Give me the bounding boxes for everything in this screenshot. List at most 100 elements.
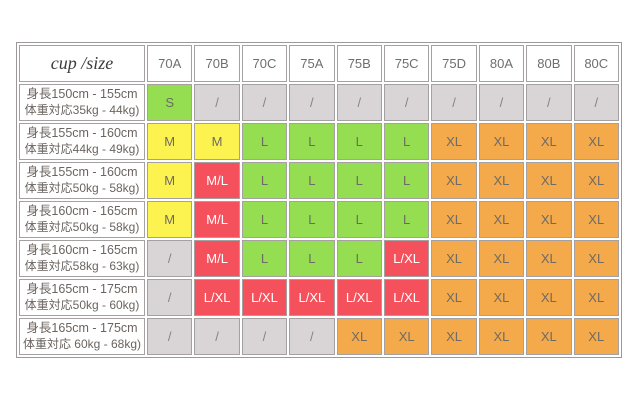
size-cell: L [289, 240, 335, 277]
row-label: 身長160cm - 165cm 体重対応50kg - 58kg) [19, 201, 145, 238]
size-cell: M [147, 201, 193, 238]
size-cell: / [241, 84, 288, 121]
row-label-weight: 体重対応50kg - 60kg) [24, 297, 140, 312]
corner-header: cup /size [19, 45, 145, 82]
size-cell: S [147, 84, 193, 121]
size-cell: L [336, 123, 382, 160]
row-label-weight: 体重対応50kg - 58kg) [24, 180, 140, 195]
size-cell: / [289, 84, 335, 121]
size-cell: M/L [194, 240, 240, 277]
size-cell: / [573, 84, 619, 121]
row-label-weight: 体重対応44kg - 49kg) [24, 141, 140, 156]
size-cell: M/L [194, 162, 240, 199]
column-header: 75D [431, 45, 477, 82]
size-cell: M [194, 123, 240, 160]
row-label: 身長165cm - 175cm 体重対応50kg - 60kg) [19, 279, 145, 316]
size-cell: XL [526, 201, 572, 238]
size-cell: XL [478, 123, 525, 160]
table-row: 身長160cm - 165cm 体重対応50kg - 58kg) M M/L L L L L X… [19, 201, 619, 238]
size-cell: / [147, 279, 193, 316]
size-cell: XL [526, 279, 572, 316]
size-cell: XL [526, 162, 572, 199]
size-cell: XL [431, 279, 477, 316]
size-cell: / [194, 84, 240, 121]
size-cell: XL [573, 318, 619, 355]
size-cell: M [147, 123, 193, 160]
size-cell: L [289, 123, 335, 160]
row-label-height: 身長160cm - 165cm [26, 243, 138, 258]
table-body: 身長150cm - 155cm 体重対応35kg - 44kg) S / / / / / / / /… [19, 84, 619, 355]
size-cell: L/XL [289, 279, 335, 316]
column-header: 80C [573, 45, 619, 82]
row-label: 身長150cm - 155cm 体重対応35kg - 44kg) [19, 84, 145, 121]
size-cell: L/XL [383, 279, 430, 316]
row-label-weight: 体重対応50kg - 58kg) [24, 219, 140, 234]
size-cell: / [147, 240, 193, 277]
size-cell: / [147, 318, 193, 355]
table-row: 身長160cm - 165cm 体重対応58kg - 63kg) / M/L L L L L/… [19, 240, 619, 277]
row-label: 身長155cm - 160cm 体重対応50kg - 58kg) [19, 162, 145, 199]
row-label-height: 身長155cm - 160cm [26, 126, 138, 141]
size-cell: / [478, 84, 525, 121]
row-label-weight: 体重対応 60kg - 68kg) [22, 336, 142, 351]
size-cell: / [289, 318, 335, 355]
size-cell: / [526, 84, 572, 121]
size-chart-table: cup /size 70A 70B 70C 75A 75B 75C 75D 80A 80B 80C… [16, 42, 622, 358]
size-cell: L [383, 201, 430, 238]
size-cell: L [336, 162, 382, 199]
table-row: 身長155cm - 160cm 体重対応50kg - 58kg) M M/L L L L L X… [19, 162, 619, 199]
size-cell: L [289, 162, 335, 199]
table-row: 身長155cm - 160cm 体重対応44kg - 49kg) M M L L L L XL X… [19, 123, 619, 160]
size-cell: L [336, 201, 382, 238]
size-cell: / [336, 84, 382, 121]
size-cell: XL [431, 318, 477, 355]
size-cell: XL [478, 279, 525, 316]
size-cell: XL [431, 162, 477, 199]
table-row: 身長165cm - 175cm 体重対応50kg - 60kg) / L/XL L/XL… [19, 279, 619, 316]
row-label: 身長155cm - 160cm 体重対応44kg - 49kg) [19, 123, 145, 160]
row-label-height: 身長160cm - 165cm [26, 204, 138, 219]
row-label: 身長160cm - 165cm 体重対応58kg - 63kg) [19, 240, 145, 277]
size-cell: XL [573, 123, 619, 160]
size-cell: / [194, 318, 240, 355]
row-label-height: 身長155cm - 160cm [26, 165, 138, 180]
size-cell: L [241, 123, 288, 160]
column-header: 75A [289, 45, 335, 82]
size-cell: XL [431, 123, 477, 160]
row-label-height: 身長150cm - 155cm [26, 87, 138, 102]
table-row: 身長150cm - 155cm 体重対応35kg - 44kg) S / / / / / / / /… [19, 84, 619, 121]
row-label-weight: 体重対応35kg - 44kg) [24, 102, 140, 117]
size-cell: / [431, 84, 477, 121]
size-cell: XL [478, 318, 525, 355]
size-cell: L [241, 162, 288, 199]
size-cell: / [383, 84, 430, 121]
size-cell: XL [478, 201, 525, 238]
size-cell: XL [336, 318, 382, 355]
size-cell: L/XL [336, 279, 382, 316]
size-cell: L/XL [241, 279, 288, 316]
size-cell: L [241, 240, 288, 277]
size-cell: XL [431, 240, 477, 277]
size-cell: L [383, 162, 430, 199]
size-cell: XL [526, 123, 572, 160]
column-header: 70B [194, 45, 240, 82]
size-cell: XL [478, 240, 525, 277]
row-label-height: 身長165cm - 175cm [26, 321, 138, 336]
size-cell: XL [431, 201, 477, 238]
size-cell: XL [573, 201, 619, 238]
size-cell: XL [526, 318, 572, 355]
row-label-weight: 体重対応58kg - 63kg) [24, 258, 140, 273]
size-cell: XL [526, 240, 572, 277]
size-cell: XL [478, 162, 525, 199]
header-row: cup /size 70A 70B 70C 75A 75B 75C 75D 80A 80B 80C [19, 45, 619, 82]
size-cell: M/L [194, 201, 240, 238]
column-header: 80B [526, 45, 572, 82]
column-header: 80A [478, 45, 525, 82]
row-label-height: 身長165cm - 175cm [26, 282, 138, 297]
size-cell: XL [383, 318, 430, 355]
column-header: 70A [147, 45, 193, 82]
size-cell: M [147, 162, 193, 199]
column-header: 75C [383, 45, 430, 82]
size-cell: L [383, 123, 430, 160]
